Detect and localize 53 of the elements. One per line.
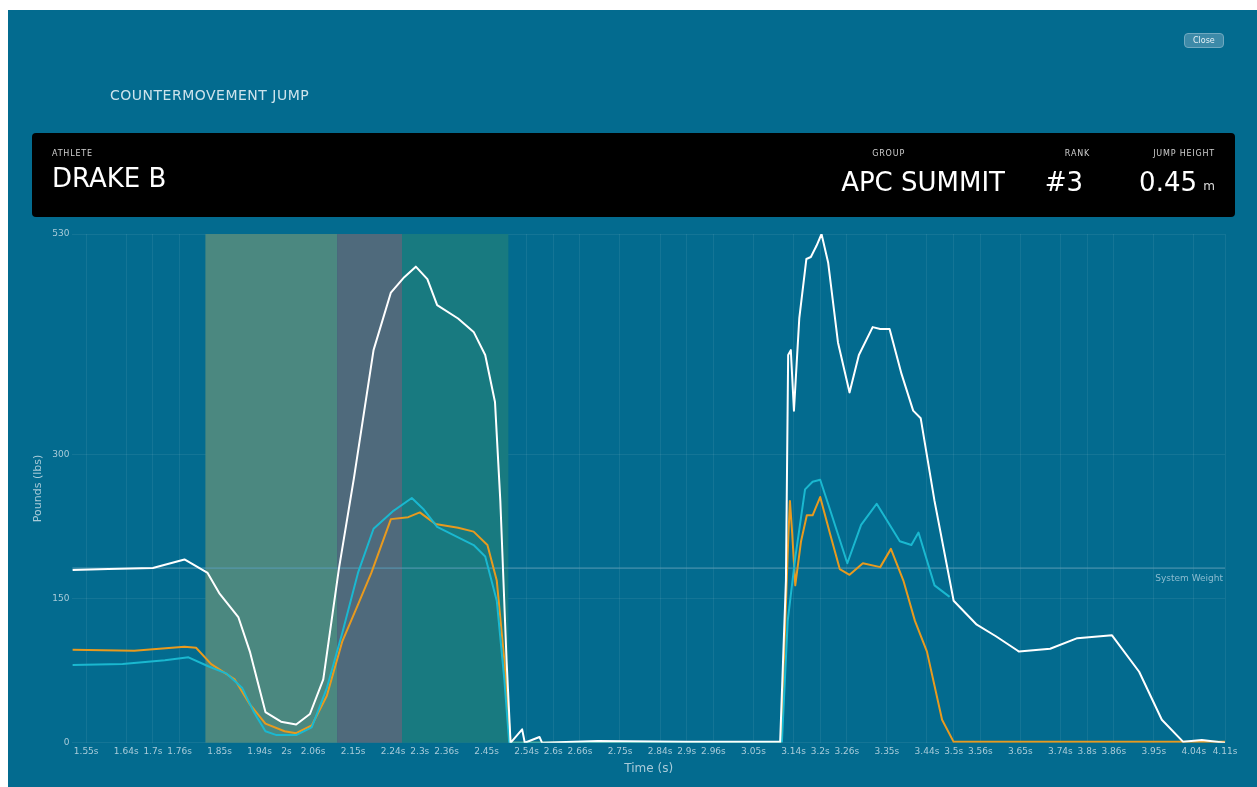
x-tick-label: 2.84s <box>647 745 673 756</box>
x-tick-label: 4.11s <box>1212 745 1238 756</box>
text: 0.45 <box>1139 167 1197 197</box>
x-tick-label: 3.44s <box>914 745 940 756</box>
x-tick-label: 4.04s <box>1181 745 1207 756</box>
x-tick-label: 3.86s <box>1101 745 1127 756</box>
text: GROUP <box>872 149 905 158</box>
x-tick-label: 1.76s <box>167 745 193 756</box>
x-tick-label: 3.65s <box>1008 745 1034 756</box>
x-tick-label: 3.14s <box>781 745 807 756</box>
x-tick-label: 2.45s <box>474 745 500 756</box>
x-tick-label: 3.8s <box>1077 745 1097 756</box>
text: m <box>1203 179 1215 193</box>
x-tick-label: 2.96s <box>701 745 727 756</box>
x-tick-label: 3.05s <box>741 745 767 756</box>
x-tick-label: 2.9s <box>677 745 697 756</box>
y-tick-label: 300 <box>52 449 70 460</box>
close-button: Close <box>1184 33 1224 48</box>
x-tick-label: 1.94s <box>247 745 273 756</box>
x-tick-label: 2.36s <box>434 745 460 756</box>
ref-line-label: System Weight <box>1155 573 1224 584</box>
x-tick-label: 3.35s <box>874 745 900 756</box>
y-tick-label: 150 <box>52 593 70 604</box>
x-tick-label: 2.66s <box>567 745 593 756</box>
x-tick-label: 2.24s <box>380 745 406 756</box>
y-tick-label: 0 <box>63 737 70 748</box>
x-tick-label: 2.3s <box>410 745 430 756</box>
x-tick-label: 2.54s <box>514 745 540 756</box>
x-tick-label: 3.26s <box>834 745 860 756</box>
text: #3 <box>1044 167 1083 197</box>
x-tick-label: 1.7s <box>143 745 163 756</box>
text: RANK <box>1064 149 1090 158</box>
x-tick-label: 2.6s <box>543 745 564 756</box>
text: DRAKE B <box>52 163 167 193</box>
x-tick-label: 1.64s <box>113 745 139 756</box>
text: APC SUMMIT <box>841 167 1005 197</box>
chart-subtitle: COUNTERMOVEMENT JUMP <box>110 87 310 103</box>
x-tick-label: 3.74s <box>1048 745 1074 756</box>
x-tick-label: 2.15s <box>340 745 366 756</box>
x-tick-label: 3.5s <box>944 745 964 756</box>
x-axis-title: Time (s) <box>623 760 674 775</box>
x-tick-label: 3.2s <box>810 745 830 756</box>
text: ATHLETE <box>52 149 93 158</box>
x-tick-label: 1.55s <box>73 745 99 756</box>
x-tick-label: 2.75s <box>607 745 633 756</box>
x-tick-label: 2s <box>281 745 292 756</box>
y-tick-label: 530 <box>52 228 70 239</box>
x-tick-label: 2.06s <box>300 745 326 756</box>
x-tick-label: 1.85s <box>207 745 233 756</box>
x-tick-label: 3.95s <box>1141 745 1167 756</box>
x-tick-label: 3.56s <box>967 745 993 756</box>
y-axis-title: Pounds (lbs) <box>31 454 45 523</box>
text: JUMP HEIGHT <box>1153 149 1215 158</box>
